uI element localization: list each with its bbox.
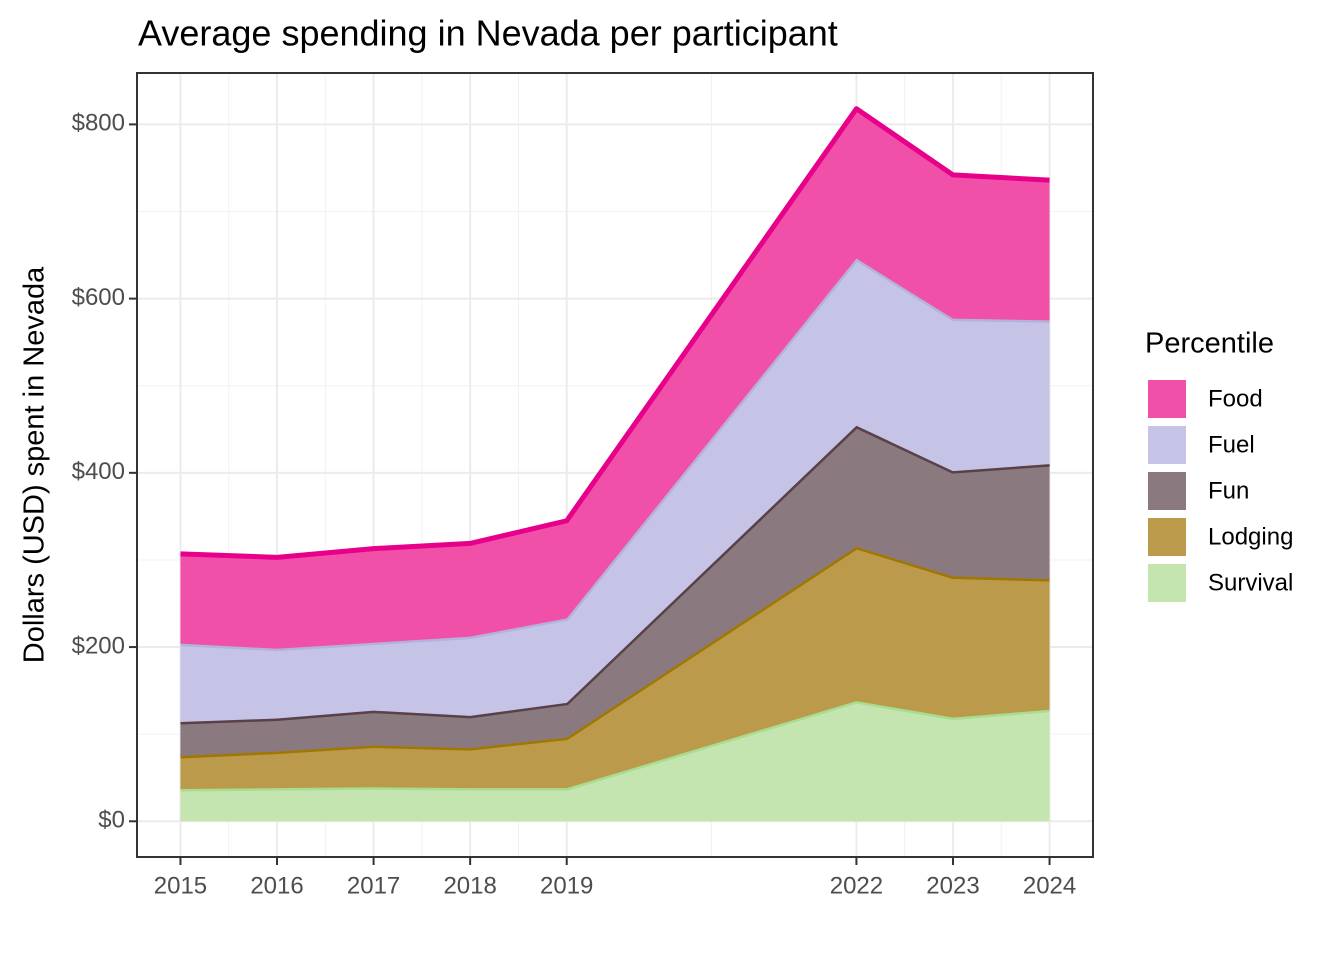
legend-key <box>1146 470 1188 512</box>
legend-label: Lodging <box>1208 523 1293 550</box>
area-line <box>180 106 1050 560</box>
x-tick-label: 2023 <box>926 872 979 899</box>
x-tick-label: 2024 <box>1023 872 1076 899</box>
panel-border <box>136 72 1094 858</box>
x-tick-label: 2022 <box>830 872 883 899</box>
legend-key <box>1146 562 1188 604</box>
legend-label: Survival <box>1208 569 1293 596</box>
legend-key <box>1146 378 1188 420</box>
legend-label: Fuel <box>1208 431 1255 458</box>
area <box>180 258 1050 722</box>
x-tick-label: 2015 <box>154 872 207 899</box>
y-axis-title: Dollars (USD) spent in Nevada <box>19 266 51 663</box>
area <box>180 546 1050 790</box>
y-tick-label: $200 <box>72 632 125 659</box>
x-tick-label: 2019 <box>540 872 593 899</box>
x-tick-label: 2016 <box>250 872 303 899</box>
y-tick-label: $400 <box>72 458 125 485</box>
legend-label: Fun <box>1208 477 1249 504</box>
y-tick-label: $800 <box>72 110 125 137</box>
legend-title: Percentile <box>1145 328 1274 360</box>
legend-key <box>1146 516 1188 558</box>
x-tick-label: 2017 <box>347 872 400 899</box>
chart-title: Average spending in Nevada per participa… <box>138 13 838 54</box>
y-tick-label: $600 <box>72 284 125 311</box>
area <box>180 425 1050 756</box>
area <box>180 701 1050 822</box>
area <box>180 108 1050 649</box>
y-tick-label: $0 <box>98 807 125 834</box>
x-tick-label: 2018 <box>443 872 496 899</box>
legend-label: Food <box>1208 385 1263 412</box>
legend-key <box>1146 424 1188 466</box>
